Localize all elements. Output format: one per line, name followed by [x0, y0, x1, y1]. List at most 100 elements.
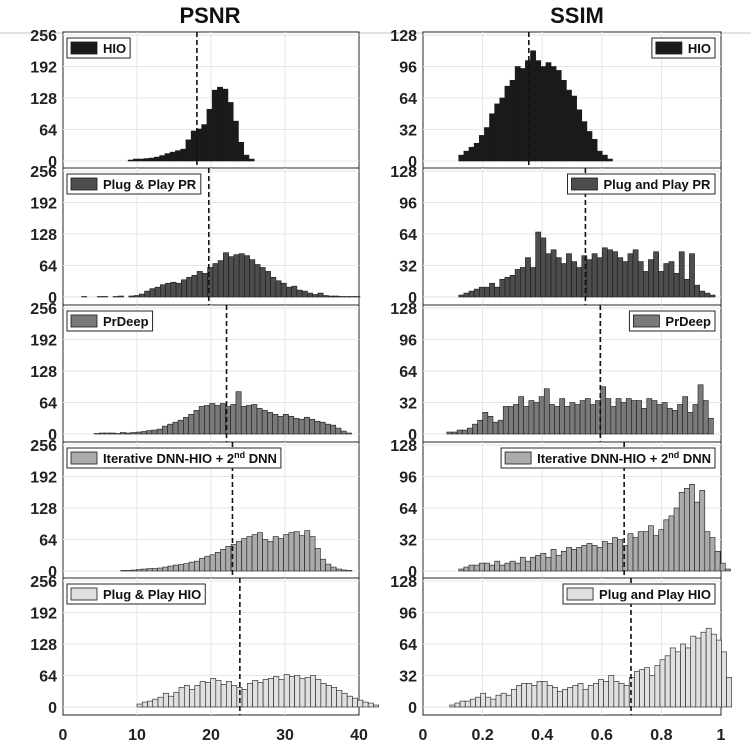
histogram-bar	[535, 231, 542, 298]
y-tick-label: 96	[399, 606, 417, 623]
legend-box	[66, 447, 282, 469]
histogram-bar	[495, 694, 502, 708]
histogram-bar	[549, 404, 555, 435]
histogram-bar	[463, 150, 470, 162]
histogram-bar	[198, 406, 205, 435]
histogram-bar	[477, 419, 484, 435]
y-tick-label: 96	[399, 470, 417, 487]
histogram-bar	[243, 154, 250, 162]
histogram-bar	[526, 683, 533, 708]
histogram-bar	[590, 404, 596, 435]
histogram-bar	[461, 429, 468, 435]
histogram-bar	[642, 271, 649, 298]
histogram-bar	[304, 530, 311, 572]
histogram-bar	[231, 685, 238, 708]
histogram-bar	[600, 386, 607, 435]
histogram-bar	[540, 66, 547, 162]
y-tick-label: 64	[399, 501, 417, 518]
histogram-bar	[519, 556, 526, 572]
histogram-bar	[685, 647, 692, 708]
x-tick-label: 1	[717, 727, 726, 740]
histogram-bar	[644, 667, 651, 708]
histogram-bar	[535, 554, 542, 572]
histogram-bar	[608, 675, 615, 708]
histogram-bar	[312, 294, 319, 298]
histogram-bar	[267, 541, 274, 572]
histogram-bar	[196, 271, 203, 298]
histogram-bar	[610, 406, 617, 435]
histogram-bar	[458, 154, 465, 162]
legend-swatch	[70, 177, 98, 191]
histogram-bar	[209, 554, 216, 572]
histogram-bar	[223, 252, 229, 298]
histogram-bar	[673, 273, 680, 298]
histogram-bar	[480, 692, 486, 708]
histogram-bar	[499, 97, 506, 162]
histogram-bar	[478, 286, 485, 298]
histogram-bar	[147, 700, 154, 708]
histogram-bar	[298, 418, 305, 435]
y-tick-label: 64	[399, 91, 417, 108]
histogram-bar	[502, 406, 509, 435]
y-tick-label: 64	[39, 259, 57, 276]
histogram-bar	[310, 675, 316, 708]
histogram-bar	[651, 400, 658, 435]
histogram-bar	[545, 253, 552, 298]
y-tick-label: 192	[30, 606, 57, 623]
histogram-bar	[357, 699, 364, 708]
histogram-bar	[672, 410, 678, 435]
histogram-bar	[324, 423, 331, 435]
histogram-bar	[721, 651, 727, 708]
histogram-bar	[540, 237, 547, 298]
histogram-bar	[566, 89, 572, 162]
panel-psnr-2: 0 64 128 192 256 Plug & Play PR	[30, 164, 361, 307]
histogram-bar	[497, 419, 504, 435]
histogram-bar	[215, 680, 222, 708]
histogram-bar	[458, 568, 465, 572]
y-tick-label: 128	[30, 501, 57, 518]
histogram-bar	[341, 569, 347, 572]
histogram-bar	[288, 532, 295, 572]
histogram-bar	[709, 537, 716, 572]
histogram-bar	[489, 282, 495, 298]
legend-label: Iterative DNN-HIO + 2nd DNN	[537, 450, 711, 466]
histogram-bar	[663, 263, 670, 298]
histogram-bar	[678, 491, 685, 572]
histogram-bar	[463, 292, 470, 298]
legend-box	[500, 447, 716, 469]
histogram-bar	[144, 290, 151, 298]
histogram-bar	[162, 425, 168, 435]
histogram-bar	[330, 424, 337, 435]
legend: Plug and Play PR	[566, 173, 716, 195]
histogram-bar	[615, 398, 622, 435]
histogram-bar	[249, 259, 256, 298]
y-tick-label: 128	[390, 28, 417, 45]
histogram-bar	[692, 404, 699, 435]
histogram-bar	[607, 249, 613, 298]
histogram-bar	[303, 416, 310, 435]
y-tick-label: 192	[30, 196, 57, 213]
histogram-bar	[530, 267, 536, 298]
histogram-bar	[605, 398, 612, 435]
histogram-bar	[293, 531, 300, 572]
histogram-bar	[191, 275, 198, 298]
y-tick-label: 192	[30, 333, 57, 350]
legend: PrDeep	[628, 310, 716, 332]
histogram-bar	[267, 412, 274, 435]
histogram-bar	[209, 403, 216, 435]
histogram-bar	[206, 109, 213, 162]
histogram-bar	[613, 681, 620, 708]
histogram-bar	[612, 537, 618, 572]
y-tick-label: 64	[39, 533, 57, 550]
histogram-bar	[214, 405, 221, 435]
histogram-bar	[513, 404, 519, 435]
histogram-bar	[180, 148, 187, 162]
histogram-bar	[603, 681, 610, 708]
histogram-bar	[540, 552, 547, 572]
histogram-bar	[299, 535, 305, 572]
histogram-bar	[333, 295, 340, 298]
histogram-bar	[175, 282, 182, 298]
histogram-bar	[325, 563, 332, 572]
histogram-bar	[254, 264, 261, 298]
histogram-bar	[164, 153, 171, 162]
